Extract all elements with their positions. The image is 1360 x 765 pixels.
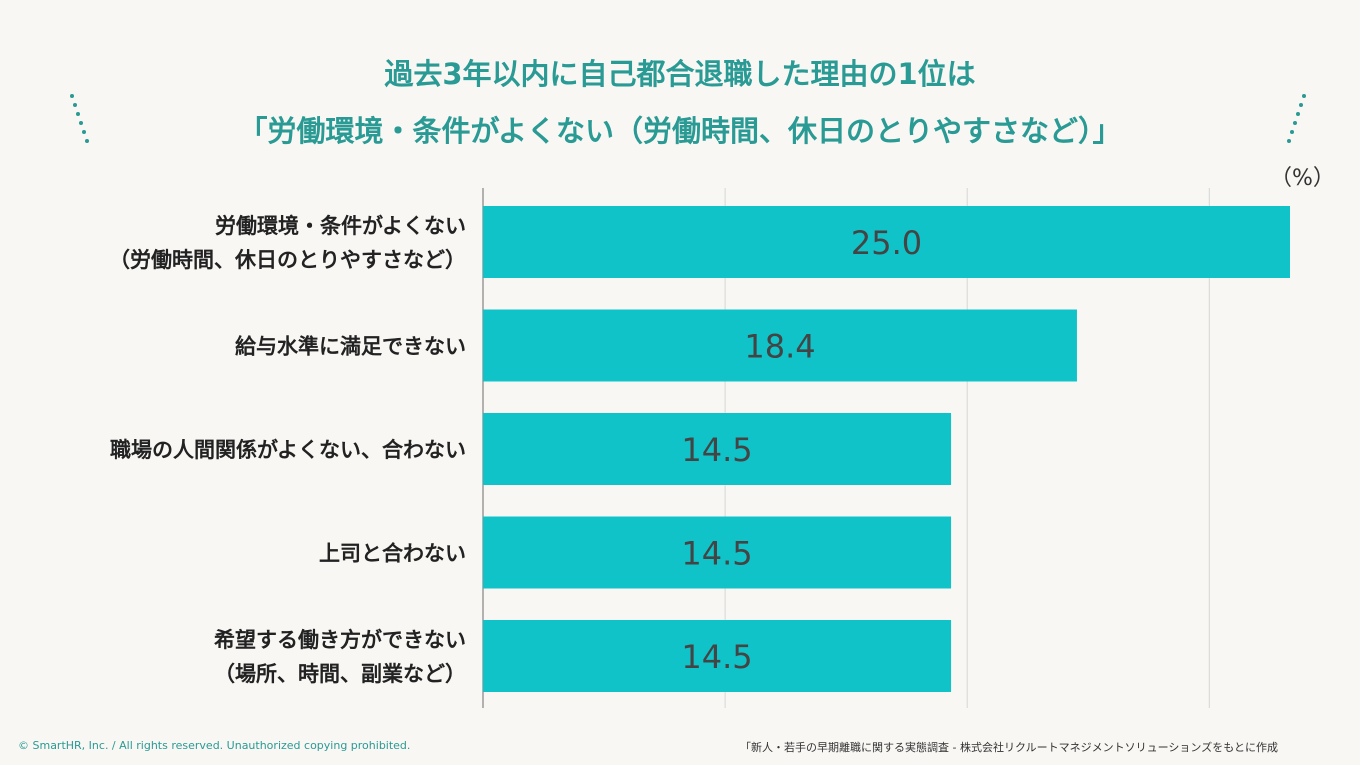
bar-0 xyxy=(483,206,1290,278)
source-text: 「新人・若手の早期離職に関する実態調査 - 株式会社リクルートマネジメントソリュ… xyxy=(740,741,1278,754)
category-label-3-0: 上司と合わない xyxy=(319,542,466,566)
category-label-4-1: （場所、時間、副業など） xyxy=(214,662,466,686)
category-label-4-0: 希望する働き方ができない xyxy=(214,628,466,652)
category-label-2-0: 職場の人間関係がよくない、合わない xyxy=(110,438,466,462)
bar-4 xyxy=(483,620,952,692)
copyright-text: © SmartHR, Inc. / All rights reserved. U… xyxy=(18,739,411,752)
data-label-2: 14.5 xyxy=(681,431,752,469)
data-label-1: 18.4 xyxy=(744,328,815,366)
category-label-1-0: 給与水準に満足できない xyxy=(235,335,466,359)
chart-title-line2: 「労働環境・条件がよくない（労働時間、休日のとりやすさなど）」 xyxy=(238,114,1122,148)
data-label-3: 14.5 xyxy=(681,535,752,573)
category-label-0-1: （労働時間、休日のとりやすさなど） xyxy=(109,248,466,272)
bar-1 xyxy=(483,309,1077,382)
chart-title-line1: 過去3年以内に自己都合退職した理由の1位は xyxy=(384,57,976,91)
unit-label: （%） xyxy=(1270,166,1335,191)
data-label-4: 14.5 xyxy=(681,638,752,676)
decorative-dots-right-icon xyxy=(1287,94,1306,143)
category-label-0-0: 労働環境・条件がよくない xyxy=(215,214,466,238)
bar-3 xyxy=(483,516,952,589)
bar-2 xyxy=(483,413,952,485)
data-label-0: 25.0 xyxy=(851,224,922,262)
decorative-dots-left-icon xyxy=(70,94,89,143)
